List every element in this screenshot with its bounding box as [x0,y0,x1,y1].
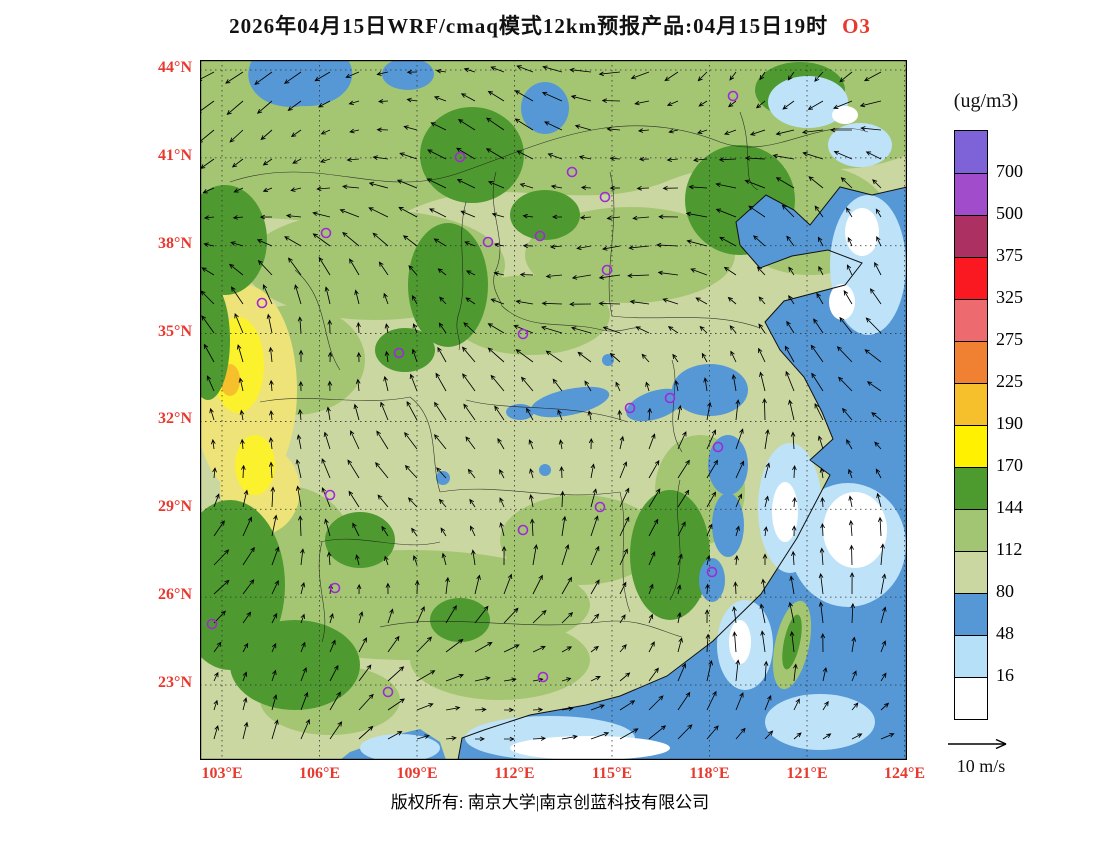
lon-tick-label: 103°E [201,765,243,782]
colorbar-segment [955,215,987,257]
map-canvas [200,60,907,760]
page-title: 2026年04月15日WRF/cmaq模式12km预报产品:04月15日19时 O… [0,10,1100,40]
species-label: O3 [842,14,871,38]
colorbar-segment [955,425,987,467]
colorbar-segment [955,131,987,173]
graticule-layer [200,60,907,760]
colorbar-segment [955,677,987,719]
station-marker [320,227,332,239]
lon-tick-label: 109°E [396,765,438,782]
station-marker [393,347,405,359]
coastline [457,186,907,760]
colorbar-level-label: 275 [996,329,1023,349]
lon-tick-label: 112°E [494,765,535,782]
colorbar-segment [955,467,987,509]
lon-tick-label: 124°E [883,765,926,782]
colorbar-segment [955,341,987,383]
station-marker [534,230,546,242]
station-marker [454,151,466,163]
colorbar-segment [955,509,987,551]
o3-map-svg [200,60,907,760]
lat-tick-label: 38°N [158,234,192,252]
station-marker [599,191,611,203]
o3-fill-layer [200,60,907,760]
lat-tick-label: 35°N [158,322,192,340]
colorbar-level-label: 325 [996,287,1023,307]
colorbar-level-label: 48 [996,623,1014,643]
wind-arrows-layer [200,65,895,742]
station-marker [706,566,718,578]
colorbar-level-label: 170 [996,455,1023,475]
colorbar-level-label: 700 [996,161,1023,181]
colorbar-level-label: 80 [996,581,1014,601]
colorbar-level-label: 375 [996,245,1023,265]
station-marker [537,671,549,683]
station-marker [329,582,341,594]
lon-tick-label: 106°E [298,765,341,782]
station-marker [664,392,676,404]
station-marker [594,501,606,513]
station-marker [517,328,529,340]
lon-tick-label: 121°E [786,765,828,782]
boundaries-layer [229,111,869,643]
colorbar-segment [955,257,987,299]
colorbar-segment [955,299,987,341]
wind-reference-label: 10 m/s [956,756,1006,776]
colorbar-level-label: 190 [996,413,1023,433]
lat-tick-label: 32°N [158,410,192,428]
lat-tick-label: 23°N [158,673,192,691]
station-marker [727,90,739,102]
station-marker [601,264,613,276]
station-marker [482,236,494,248]
station-marker [517,524,529,536]
lon-tick-label: 118°E [689,765,730,782]
colorbar-segment [955,593,987,635]
station-marker [566,166,578,178]
colorbar-units-label: (ug/m3) [953,90,1019,112]
station-marker [206,618,218,630]
lat-tick-label: 41°N [158,146,192,164]
colorbar-level-label: 144 [996,497,1023,517]
map-border [200,60,907,760]
colorbar-level-label: 500 [996,203,1023,223]
title-text: 2026年04月15日WRF/cmaq模式12km预报产品:04月15日19时 [229,14,829,38]
colorbar-segment [955,635,987,677]
colorbar-level-label: 112 [996,539,1023,559]
station-marker [624,402,636,414]
station-marker [256,297,268,309]
colorbar-level-label: 225 [996,371,1023,391]
station-marker [382,686,394,698]
wind-reference-arrow [944,736,1024,757]
colorbar-segment [955,551,987,593]
colorbar-segment [955,383,987,425]
colorbar [954,130,988,720]
station-marker [324,489,336,501]
lat-tick-label: 29°N [158,498,192,516]
lat-tick-label: 44°N [158,59,192,76]
lat-tick-label: 26°N [158,586,192,604]
colorbar-segment [955,173,987,215]
station-marker [712,441,724,453]
station-markers-layer [206,90,739,698]
colorbar-level-label: 16 [996,665,1014,685]
copyright-text: 版权所有: 南京大学|南京创蓝科技有限公司 [390,793,710,812]
lon-tick-label: 115°E [591,765,633,782]
